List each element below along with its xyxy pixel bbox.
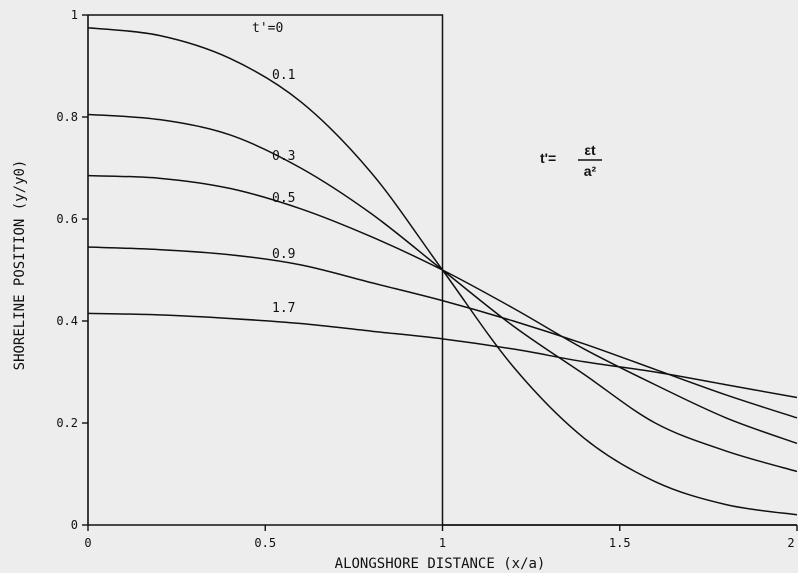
curve-labels: t'=0 0.1 0.3 0.5 0.9 1.7 (252, 21, 295, 316)
formula-lhs: t'= (540, 150, 556, 166)
x-tick-label: 1.5 (609, 536, 631, 550)
curve-label-t--0: t'=0 (252, 21, 283, 36)
y-axis-label: SHORELINE POSITION (y/y0) (12, 160, 28, 371)
x-tick-label: 0 (84, 536, 91, 550)
x-tick-label: 1 (439, 536, 446, 550)
curve-label-0-9: 0.9 (272, 247, 295, 262)
curve-label-1-7: 1.7 (272, 301, 295, 316)
y-tick-label: 1 (71, 8, 78, 22)
formula-numerator: εt (584, 142, 596, 158)
curves (87, 14, 798, 526)
formula-denominator: a² (584, 163, 597, 179)
y-tick-label: 0.4 (56, 314, 78, 328)
formula-annotation: t'= εt a² (540, 142, 602, 179)
series-line-1-7 (87, 312, 798, 399)
curve-label-0-1: 0.1 (272, 68, 295, 83)
y-tick-label: 0.2 (56, 416, 78, 430)
x-axis-label: ALONGSHORE DISTANCE (x/a) (335, 556, 546, 572)
curve-label-0-3: 0.3 (272, 149, 295, 164)
series-line-0-9 (87, 246, 798, 419)
ticks: 0 0.5 1 1.5 2 0 0.2 0.4 0.6 0.8 1 (56, 8, 798, 550)
x-tick-label: 0.5 (254, 536, 276, 550)
curve-label-0-5: 0.5 (272, 191, 295, 206)
y-tick-label: 0.8 (56, 110, 78, 124)
x-tick-label: 2 (787, 536, 794, 550)
y-tick-label: 0 (71, 518, 78, 532)
y-tick-label: 0.6 (56, 212, 78, 226)
series-line-0-5 (87, 174, 798, 445)
